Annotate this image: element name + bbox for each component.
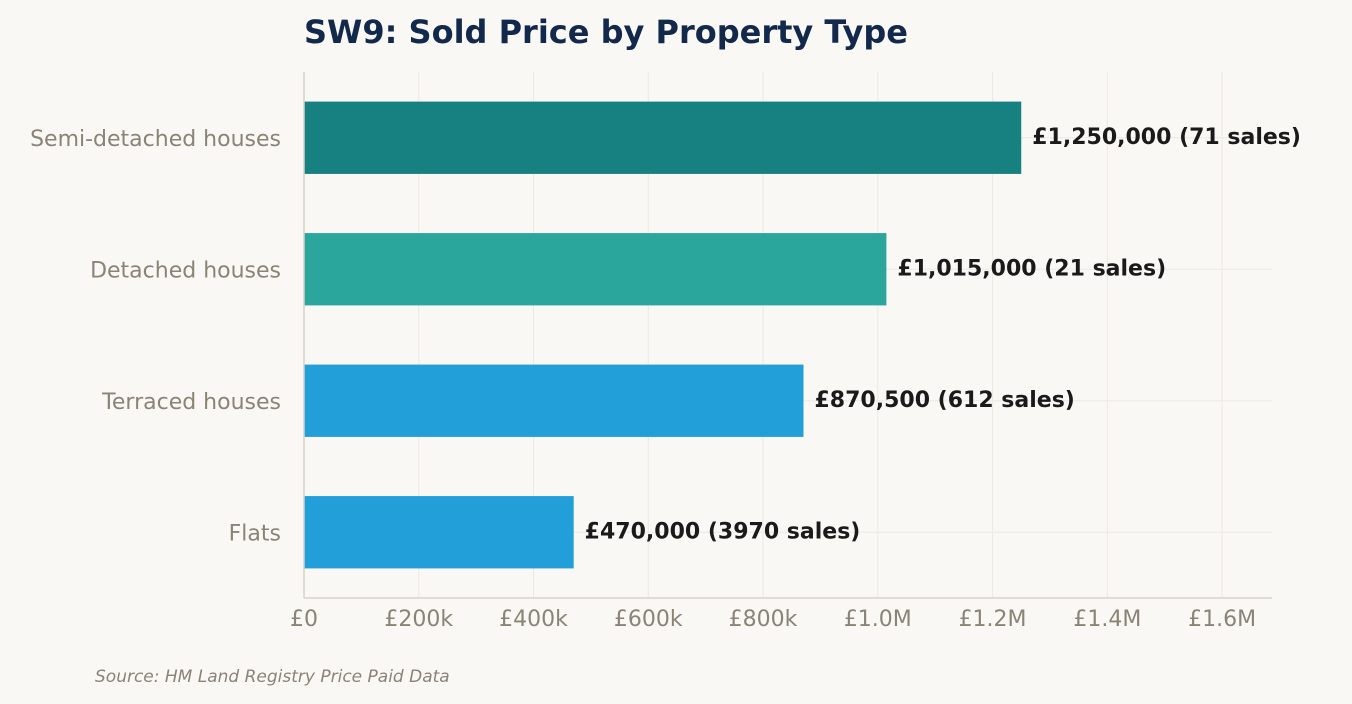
bar	[304, 364, 804, 437]
x-tick-label: £800k	[729, 607, 798, 632]
bar	[304, 496, 574, 569]
x-tick-label: £1.0M	[844, 607, 912, 632]
category-labels: Semi-detached houses Detached houses Terra…	[30, 127, 281, 547]
x-tick-label: £600k	[614, 607, 683, 632]
x-tick-label: £200k	[384, 607, 453, 632]
data-labels: £1,250,000 (71 sales) £1,015,000 (21 sale…	[585, 125, 1301, 545]
data-label: £870,500 (612 sales)	[814, 388, 1074, 413]
bars	[304, 101, 1022, 569]
x-tick-label: £0	[290, 607, 318, 632]
chart-title: SW9: Sold Price by Property Type	[304, 13, 908, 51]
category-label: Detached houses	[90, 258, 281, 283]
data-label: £1,250,000 (71 sales)	[1032, 125, 1301, 150]
x-tick-labels: £0 £200k £400k £600k £800k £1.0M £1.2M £1.4M £1.…	[290, 607, 1256, 632]
category-label: Semi-detached houses	[30, 127, 281, 152]
axes	[303, 72, 1272, 599]
x-tick-label: £1.4M	[1073, 607, 1141, 632]
x-tick-label: £400k	[499, 607, 568, 632]
data-label: £470,000 (3970 sales)	[585, 519, 861, 544]
category-label: Terraced houses	[101, 390, 281, 415]
data-label: £1,015,000 (21 sales)	[897, 256, 1166, 281]
source-note: Source: HM Land Registry Price Paid Data	[95, 667, 450, 687]
bar	[304, 101, 1022, 174]
x-tick-label: £1.6M	[1188, 607, 1256, 632]
category-label: Flats	[229, 521, 281, 546]
bar	[304, 233, 887, 306]
x-tick-label: £1.2M	[959, 607, 1027, 632]
